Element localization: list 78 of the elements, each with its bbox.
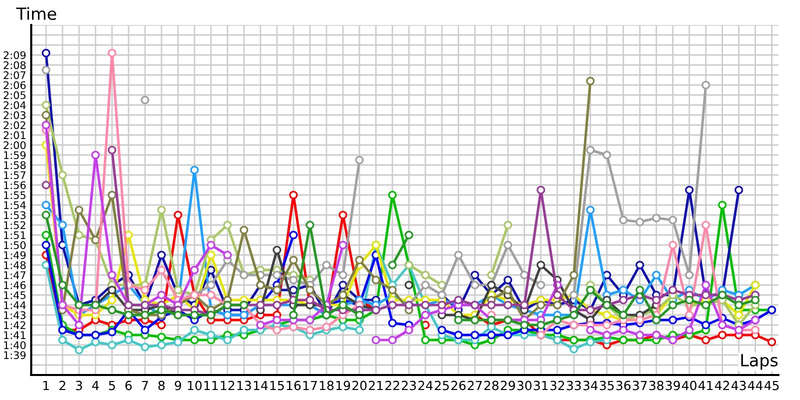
x-tick-label: 39 [666,380,680,390]
y-tick-label: 1:50 [4,241,26,250]
x-tick-label: 6 [125,380,132,390]
x-tick-label: 29 [500,380,515,390]
x-tick-label: 26 [451,380,466,390]
y-tick-label: 1:40 [4,341,26,350]
x-tick-label: 23 [402,380,416,390]
x-tick-label: 44 [748,380,763,390]
x-tick-label: 22 [385,380,400,390]
x-tick-label: 35 [600,380,614,390]
y-tick-label: 2:03 [4,111,26,120]
y-tick-label: 2:07 [4,71,26,80]
x-tick-label: 27 [468,380,482,390]
y-tick-label: 1:41 [4,331,26,339]
x-tick-label: 7 [142,380,148,390]
y-tick-label: 1:53 [4,211,26,220]
y-tick-label: 1:51 [4,231,26,240]
y-tick-label: 1:43 [4,311,26,320]
x-tick-label: 17 [303,380,317,390]
x-tick-label: 28 [484,380,498,390]
y-tick-label: 1:59 [4,151,26,160]
y-axis-title: Time [16,7,56,20]
x-tick-label: 1 [43,380,49,390]
y-tick-label: 1:45 [4,291,26,300]
y-tick-label: 2:00 [4,141,26,150]
x-tick-label: 32 [550,380,564,390]
x-tick-label: 12 [220,380,234,390]
x-tick-label: 45 [764,380,779,390]
x-tick-label: 15 [270,380,284,390]
x-tick-label: 37 [632,380,647,390]
x-tick-label: 24 [418,380,433,390]
x-tick-label: 18 [320,380,334,390]
x-tick-label: 42 [714,380,730,390]
y-tick-label: 1:49 [4,251,26,260]
y-tick-label: 1:55 [4,191,26,200]
x-tick-label: 3 [76,380,82,390]
y-tick-label: 1:52 [4,221,26,230]
y-tick-label: 1:47 [4,271,26,279]
x-tick-label: 34 [583,380,598,390]
y-tick-label: 2:02 [4,121,26,130]
x-tick-label: 43 [731,380,746,390]
y-tick-label: 1:46 [4,281,26,290]
y-tick-label: 2:04 [4,101,26,110]
x-tick-label: 5 [109,380,115,390]
y-tick-label: 2:08 [4,61,26,70]
x-tick-label: 41 [698,380,713,390]
y-tick-label: 1:44 [4,301,26,309]
x-tick-label: 9 [174,380,182,390]
y-tick-label: 1:54 [4,201,26,210]
y-tick-label: 2:01 [4,131,26,140]
x-tick-label: 13 [237,380,251,390]
x-tick-label: 4 [92,380,99,390]
y-tick-label: 2:06 [4,81,26,90]
y-tick-label: 1:57 [4,171,26,180]
x-axis-title: Laps [741,354,778,370]
x-tick-label: 8 [158,380,165,390]
x-tick-label: 36 [616,380,631,390]
x-tick-label: 40 [682,380,696,390]
x-tick-label: 33 [566,380,581,390]
x-tick-label: 2 [59,380,66,390]
x-tick-label: 11 [204,380,218,390]
x-tick-label: 10 [188,380,202,390]
y-tick-label: 1:48 [4,261,26,270]
x-tick-label: 20 [352,380,367,390]
y-tick-label: 1:39 [4,351,26,360]
x-tick-label: 38 [649,380,664,390]
x-tick-label: 30 [517,380,532,390]
x-tick-label: 16 [286,380,301,390]
x-tick-label: 31 [534,380,548,390]
y-tick-label: 1:58 [4,161,26,170]
y-tick-label: 1:42 [4,321,26,329]
y-tick-label: 2:09 [4,51,26,60]
x-tick-label: 21 [368,380,383,390]
x-tick-label: 25 [434,380,449,390]
x-tick-label: 19 [336,380,350,390]
x-tick-label: 14 [254,380,268,390]
y-tick-label: 1:56 [4,181,26,190]
y-tick-label: 2:05 [4,91,26,100]
